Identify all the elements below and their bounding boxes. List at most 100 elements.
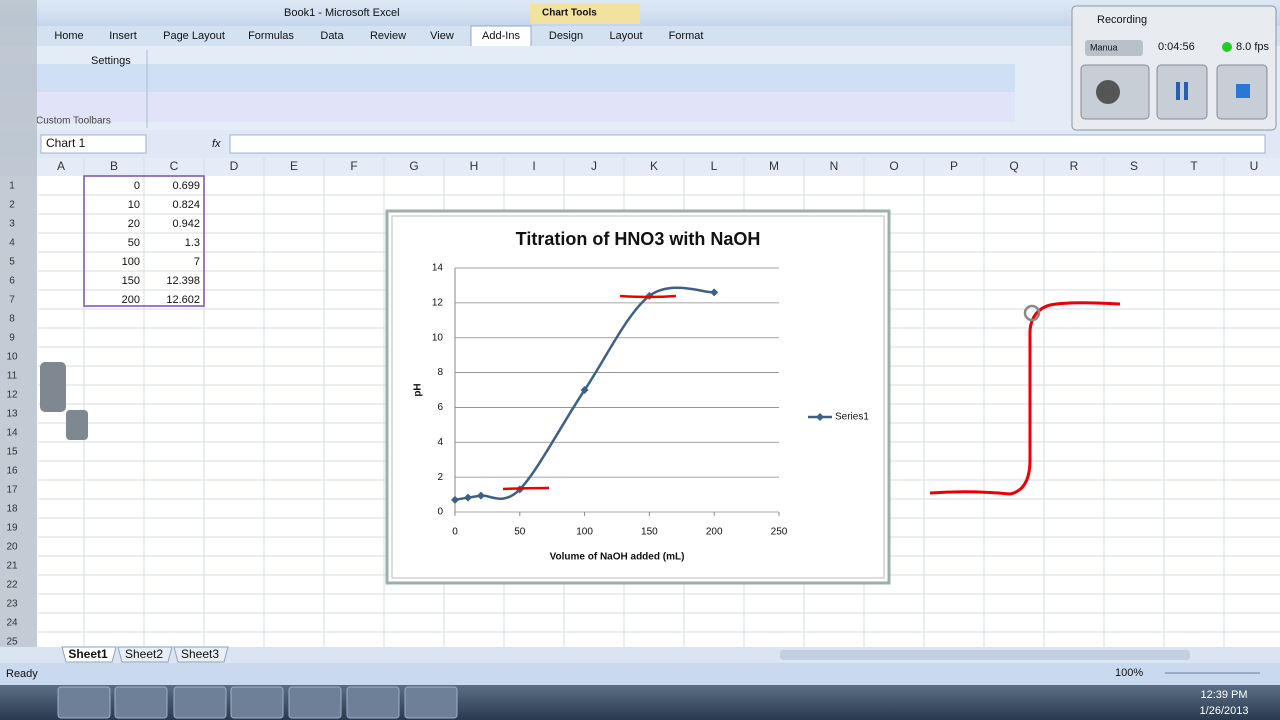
fx-button[interactable]: fx (212, 138, 221, 150)
row-header[interactable]: 17 (6, 485, 18, 496)
ribbon-tab[interactable]: Home (54, 30, 83, 42)
cell[interactable]: 7 (194, 256, 200, 268)
ribbon-tab[interactable]: Layout (609, 30, 642, 42)
column-header[interactable]: E (290, 159, 298, 173)
column-header[interactable]: U (1250, 159, 1259, 173)
column-header[interactable]: F (350, 159, 357, 173)
cell[interactable]: 100 (122, 256, 140, 268)
row-header[interactable]: 7 (9, 295, 15, 306)
ribbon-tab[interactable]: Format (669, 30, 704, 42)
column-header[interactable]: M (769, 159, 779, 173)
sheet-tab[interactable] (61, 646, 117, 663)
cell[interactable]: 12.398 (166, 275, 200, 287)
taskbar-app[interactable] (114, 686, 168, 719)
ribbon-tab[interactable]: Add-Ins (482, 30, 520, 42)
row-header[interactable]: 6 (9, 276, 15, 287)
row-header[interactable]: 13 (6, 409, 18, 420)
column-header[interactable]: C (170, 159, 179, 173)
cell[interactable]: 0.699 (172, 180, 200, 192)
cell[interactable]: 12.602 (166, 294, 200, 306)
pen-toolbar (0, 0, 37, 685)
column-header[interactable]: I (532, 159, 535, 173)
column-header[interactable]: P (950, 159, 958, 173)
ribbon-tab[interactable]: Insert (109, 30, 137, 42)
data-point (463, 493, 472, 502)
recorder-mode[interactable] (1085, 40, 1143, 56)
row-header[interactable]: 18 (6, 504, 18, 515)
ribbon-tab[interactable]: Page Layout (163, 30, 225, 42)
row-header[interactable]: 9 (9, 333, 15, 344)
chart-tools-label: Chart Tools (542, 8, 597, 19)
taskbar-app[interactable] (404, 686, 458, 719)
row-header[interactable]: 10 (6, 352, 18, 363)
y-tick-label: 14 (432, 263, 444, 274)
column-header[interactable]: O (889, 159, 898, 173)
taskbar-app[interactable] (173, 686, 227, 719)
ribbon-tab[interactable]: Formulas (248, 30, 294, 42)
sheet-tab-label: Sheet2 (125, 647, 163, 661)
column-header[interactable]: D (230, 159, 239, 173)
ribbon-tab[interactable]: Data (320, 30, 344, 42)
cell[interactable]: 0 (134, 180, 140, 192)
column-header[interactable]: S (1130, 159, 1138, 173)
column-header[interactable]: L (711, 159, 718, 173)
name-box[interactable] (40, 134, 147, 154)
settings-button[interactable]: Settings (91, 55, 131, 67)
cell[interactable]: 20 (128, 218, 140, 230)
ribbon-tab[interactable]: View (430, 30, 454, 42)
h-scrollbar[interactable] (780, 650, 1190, 660)
row-header[interactable]: 12 (6, 390, 18, 401)
row-header[interactable]: 8 (9, 314, 15, 325)
row-header[interactable]: 24 (6, 618, 18, 629)
row-header[interactable]: 25 (6, 637, 18, 648)
row-header[interactable]: 5 (9, 257, 15, 268)
column-header[interactable]: K (650, 159, 658, 173)
row-header[interactable]: 21 (6, 561, 18, 572)
ink-annotation (929, 301, 1121, 496)
taskbar-app[interactable] (346, 686, 400, 719)
formula-input[interactable] (229, 134, 1266, 154)
ribbon-tab[interactable]: Review (370, 30, 406, 42)
cell[interactable]: 10 (128, 199, 140, 211)
cell[interactable]: 0.942 (172, 218, 200, 230)
row-header[interactable]: 15 (6, 447, 18, 458)
row-header[interactable]: 3 (9, 219, 15, 230)
row-header[interactable]: 22 (6, 580, 18, 591)
taskbar-app[interactable] (288, 686, 342, 719)
toolbar-handle[interactable] (40, 362, 66, 412)
column-header[interactable]: Q (1009, 159, 1018, 173)
pause-button[interactable] (1156, 64, 1208, 120)
row-header[interactable]: 20 (6, 542, 18, 553)
row-header[interactable]: 1 (9, 181, 15, 192)
cell[interactable]: 0.824 (172, 199, 200, 211)
row-header[interactable]: 14 (6, 428, 18, 439)
column-header[interactable]: G (409, 159, 418, 173)
cell[interactable]: 1.3 (185, 237, 200, 249)
column-header[interactable]: T (1190, 159, 1198, 173)
taskbar-app[interactable] (230, 686, 284, 719)
ink-annotation (502, 486, 550, 491)
column-header[interactable]: H (470, 159, 479, 173)
taskbar-app[interactable] (57, 686, 111, 719)
sheet-tab[interactable] (173, 646, 229, 663)
ribbon-tab[interactable]: Design (549, 30, 583, 42)
column-header[interactable]: N (830, 159, 839, 173)
toolbar-settings[interactable] (66, 410, 88, 440)
row-header[interactable]: 19 (6, 523, 18, 534)
ribbon-band (0, 64, 1015, 92)
cell[interactable]: 150 (122, 275, 140, 287)
sheet-tab[interactable] (117, 646, 173, 663)
x-tick-label: 100 (576, 527, 593, 538)
row-header[interactable]: 2 (9, 200, 15, 211)
cell[interactable]: 50 (128, 237, 140, 249)
row-header[interactable]: 4 (9, 238, 15, 249)
column-header[interactable]: A (57, 159, 65, 173)
row-header[interactable]: 11 (7, 371, 18, 382)
column-header[interactable]: J (591, 159, 597, 173)
column-header[interactable]: R (1070, 159, 1079, 173)
row-header[interactable]: 23 (6, 599, 18, 610)
cell[interactable]: 200 (122, 294, 140, 306)
column-header[interactable]: B (110, 159, 118, 173)
row-header[interactable]: 16 (6, 466, 18, 477)
